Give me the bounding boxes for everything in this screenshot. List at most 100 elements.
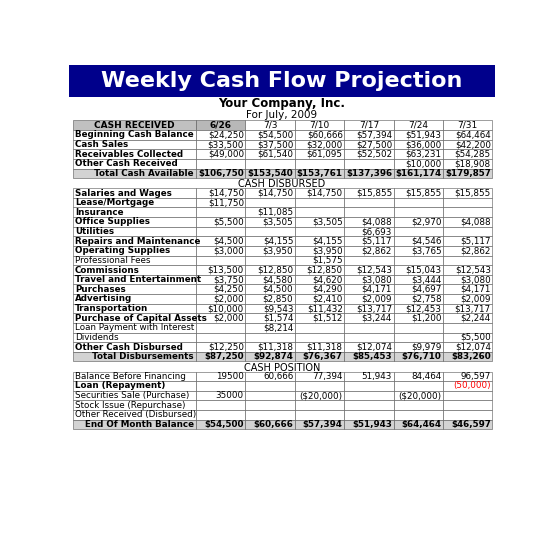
Bar bbox=[394, 188, 443, 198]
Text: $57,394: $57,394 bbox=[303, 420, 343, 429]
Text: End Of Month Balance: End Of Month Balance bbox=[85, 420, 194, 429]
Text: $2,970: $2,970 bbox=[411, 217, 442, 227]
Text: $12,074: $12,074 bbox=[455, 343, 491, 352]
Bar bbox=[73, 410, 196, 420]
Text: 19500: 19500 bbox=[216, 372, 244, 381]
Text: Weekly Cash Flow Projection: Weekly Cash Flow Projection bbox=[101, 71, 463, 91]
Text: 60,666: 60,666 bbox=[263, 372, 293, 381]
Bar bbox=[344, 227, 394, 236]
Bar bbox=[295, 333, 344, 342]
Text: $2,758: $2,758 bbox=[411, 294, 442, 304]
Bar bbox=[73, 198, 196, 208]
Text: $11,318: $11,318 bbox=[307, 343, 343, 352]
Bar bbox=[443, 198, 492, 208]
Text: $3,080: $3,080 bbox=[361, 275, 392, 284]
Bar bbox=[245, 236, 295, 246]
Bar bbox=[344, 130, 394, 140]
Text: Other Cash Disbursed: Other Cash Disbursed bbox=[75, 343, 183, 352]
Text: $92,874: $92,874 bbox=[254, 352, 293, 361]
Text: $3,080: $3,080 bbox=[460, 275, 491, 284]
Text: Utilities: Utilities bbox=[75, 227, 114, 236]
Text: $11,432: $11,432 bbox=[307, 304, 343, 313]
Bar bbox=[295, 188, 344, 198]
Bar bbox=[394, 150, 443, 159]
Text: $3,950: $3,950 bbox=[263, 246, 293, 255]
Text: $27,500: $27,500 bbox=[356, 140, 392, 149]
Text: $15,855: $15,855 bbox=[405, 189, 442, 197]
Bar bbox=[295, 342, 344, 352]
Text: Lease/Mortgage: Lease/Mortgage bbox=[75, 198, 154, 207]
Bar bbox=[196, 401, 245, 410]
Bar bbox=[443, 130, 492, 140]
Text: Your Company, Inc.: Your Company, Inc. bbox=[218, 96, 345, 109]
Bar bbox=[394, 313, 443, 323]
Bar bbox=[394, 391, 443, 401]
Text: $60,666: $60,666 bbox=[307, 131, 343, 139]
Bar bbox=[443, 265, 492, 275]
Text: $4,290: $4,290 bbox=[312, 285, 343, 294]
Text: $12,543: $12,543 bbox=[356, 266, 392, 275]
Text: Other Cash Received: Other Cash Received bbox=[75, 159, 178, 169]
Bar bbox=[344, 265, 394, 275]
Bar bbox=[344, 159, 394, 169]
Bar bbox=[245, 304, 295, 313]
Text: $4,155: $4,155 bbox=[263, 237, 293, 246]
Bar bbox=[394, 381, 443, 391]
Text: $8,214: $8,214 bbox=[263, 323, 293, 332]
Bar bbox=[394, 208, 443, 217]
Text: Transportation: Transportation bbox=[75, 304, 148, 313]
Bar bbox=[295, 371, 344, 381]
Text: 96,597: 96,597 bbox=[460, 372, 491, 381]
Text: $137,396: $137,396 bbox=[346, 169, 392, 178]
Bar bbox=[245, 256, 295, 265]
Text: $83,260: $83,260 bbox=[451, 352, 491, 361]
Text: CASH RECEIVED: CASH RECEIVED bbox=[94, 121, 175, 130]
Text: $61,095: $61,095 bbox=[307, 150, 343, 159]
Bar bbox=[245, 120, 295, 130]
Text: $13,500: $13,500 bbox=[208, 266, 244, 275]
Text: Advertising: Advertising bbox=[75, 294, 132, 304]
Bar bbox=[73, 227, 196, 236]
Bar bbox=[245, 150, 295, 159]
Bar bbox=[245, 217, 295, 227]
Text: Other Received (Disbursed): Other Received (Disbursed) bbox=[75, 410, 196, 420]
Bar bbox=[443, 381, 492, 391]
Bar bbox=[245, 391, 295, 401]
Text: $4,171: $4,171 bbox=[460, 285, 491, 294]
Bar bbox=[196, 140, 245, 150]
Bar bbox=[344, 401, 394, 410]
Bar bbox=[73, 265, 196, 275]
Bar bbox=[245, 352, 295, 362]
Bar bbox=[394, 236, 443, 246]
Bar bbox=[443, 420, 492, 429]
Bar bbox=[394, 285, 443, 294]
Bar bbox=[69, 65, 495, 98]
Bar bbox=[73, 313, 196, 323]
Bar bbox=[295, 285, 344, 294]
Bar bbox=[394, 352, 443, 362]
Bar bbox=[344, 391, 394, 401]
Bar bbox=[344, 294, 394, 304]
Bar bbox=[73, 217, 196, 227]
Bar bbox=[73, 333, 196, 342]
Bar bbox=[245, 169, 295, 178]
Text: $12,074: $12,074 bbox=[356, 343, 392, 352]
Text: $11,318: $11,318 bbox=[257, 343, 293, 352]
Bar bbox=[196, 285, 245, 294]
Bar bbox=[394, 401, 443, 410]
Bar bbox=[394, 217, 443, 227]
Text: $4,155: $4,155 bbox=[312, 237, 343, 246]
Text: $42,200: $42,200 bbox=[455, 140, 491, 149]
Bar bbox=[394, 304, 443, 313]
Text: $5,117: $5,117 bbox=[361, 237, 392, 246]
Bar bbox=[344, 236, 394, 246]
Text: $4,250: $4,250 bbox=[213, 285, 244, 294]
Bar bbox=[344, 371, 394, 381]
Text: 6/26: 6/26 bbox=[210, 121, 232, 130]
Bar bbox=[295, 217, 344, 227]
Text: $3,000: $3,000 bbox=[213, 246, 244, 255]
Bar bbox=[443, 371, 492, 381]
Text: $6,693: $6,693 bbox=[362, 227, 392, 236]
Bar bbox=[73, 342, 196, 352]
Bar bbox=[73, 208, 196, 217]
